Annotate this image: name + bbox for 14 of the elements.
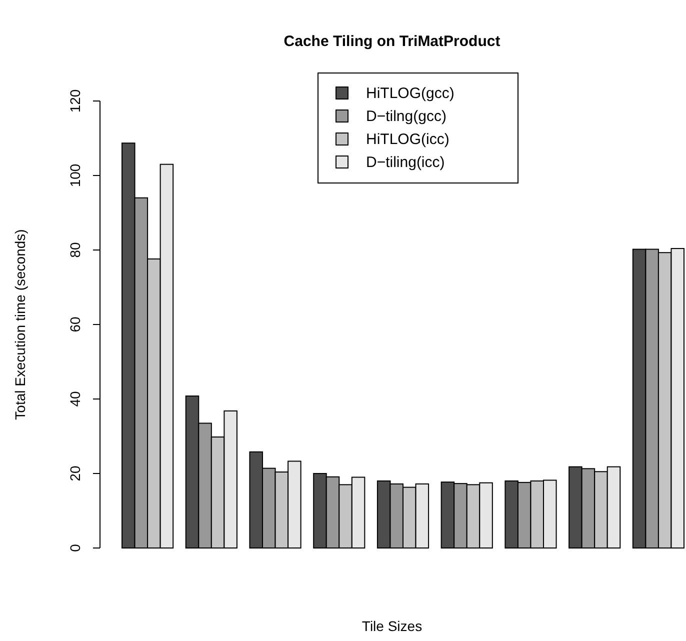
x-axis-title: Tile Sizes — [362, 618, 422, 634]
y-tick-label: 60 — [67, 316, 83, 332]
y-tick-label: 120 — [67, 89, 83, 113]
y-tick-label: 40 — [67, 391, 83, 407]
chart-title: Cache Tiling on TriMatProduct — [284, 33, 500, 50]
y-axis-title: Total Execution time (seconds) — [12, 229, 28, 420]
y-tick-label: 80 — [67, 242, 83, 258]
y-tick-label: 0 — [67, 544, 83, 552]
legend-label: HiTLOG(gcc) — [366, 85, 454, 102]
legend-label: HiTLOG(icc) — [366, 131, 450, 148]
legend-label: D−tilng(gcc) — [366, 108, 446, 125]
legend-label: D−tiling(icc) — [366, 154, 445, 171]
y-tick-label: 20 — [67, 466, 83, 482]
y-tick-label: 100 — [67, 164, 83, 188]
